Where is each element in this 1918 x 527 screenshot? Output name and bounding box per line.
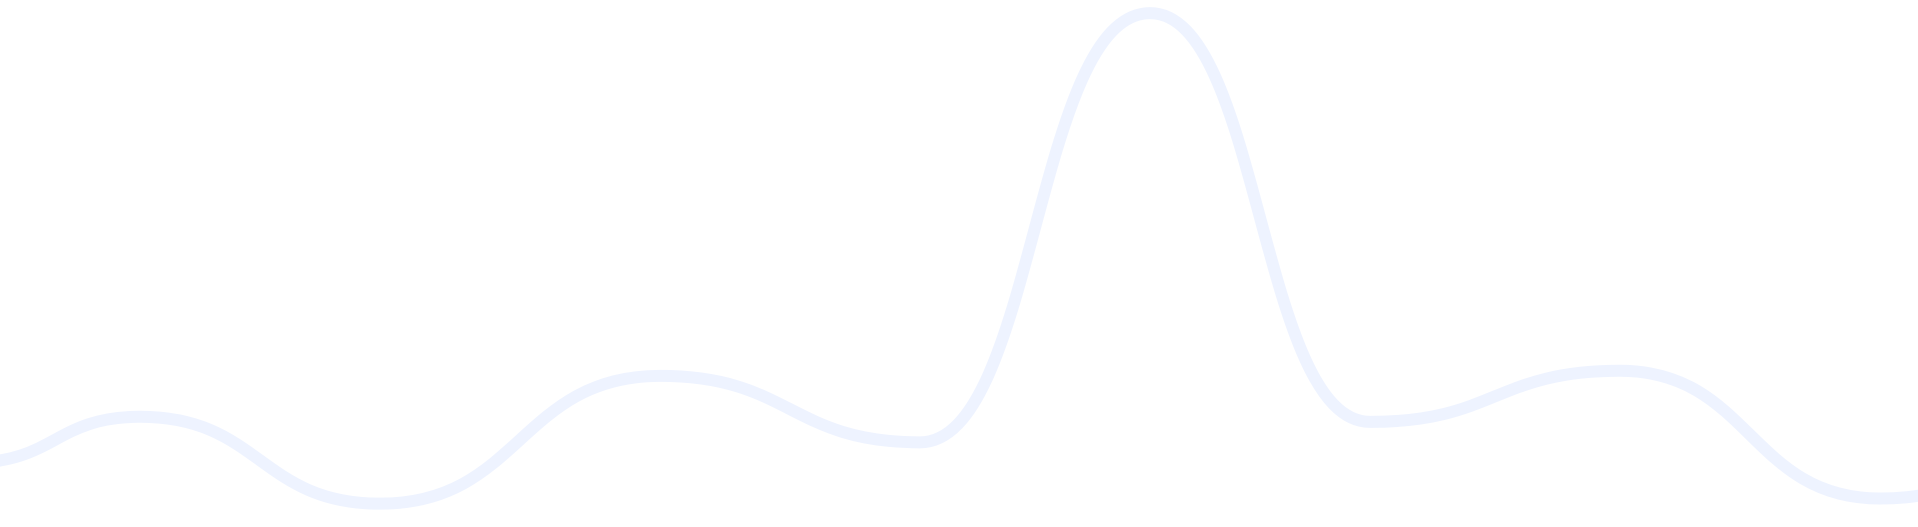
series-line xyxy=(0,7,1918,510)
